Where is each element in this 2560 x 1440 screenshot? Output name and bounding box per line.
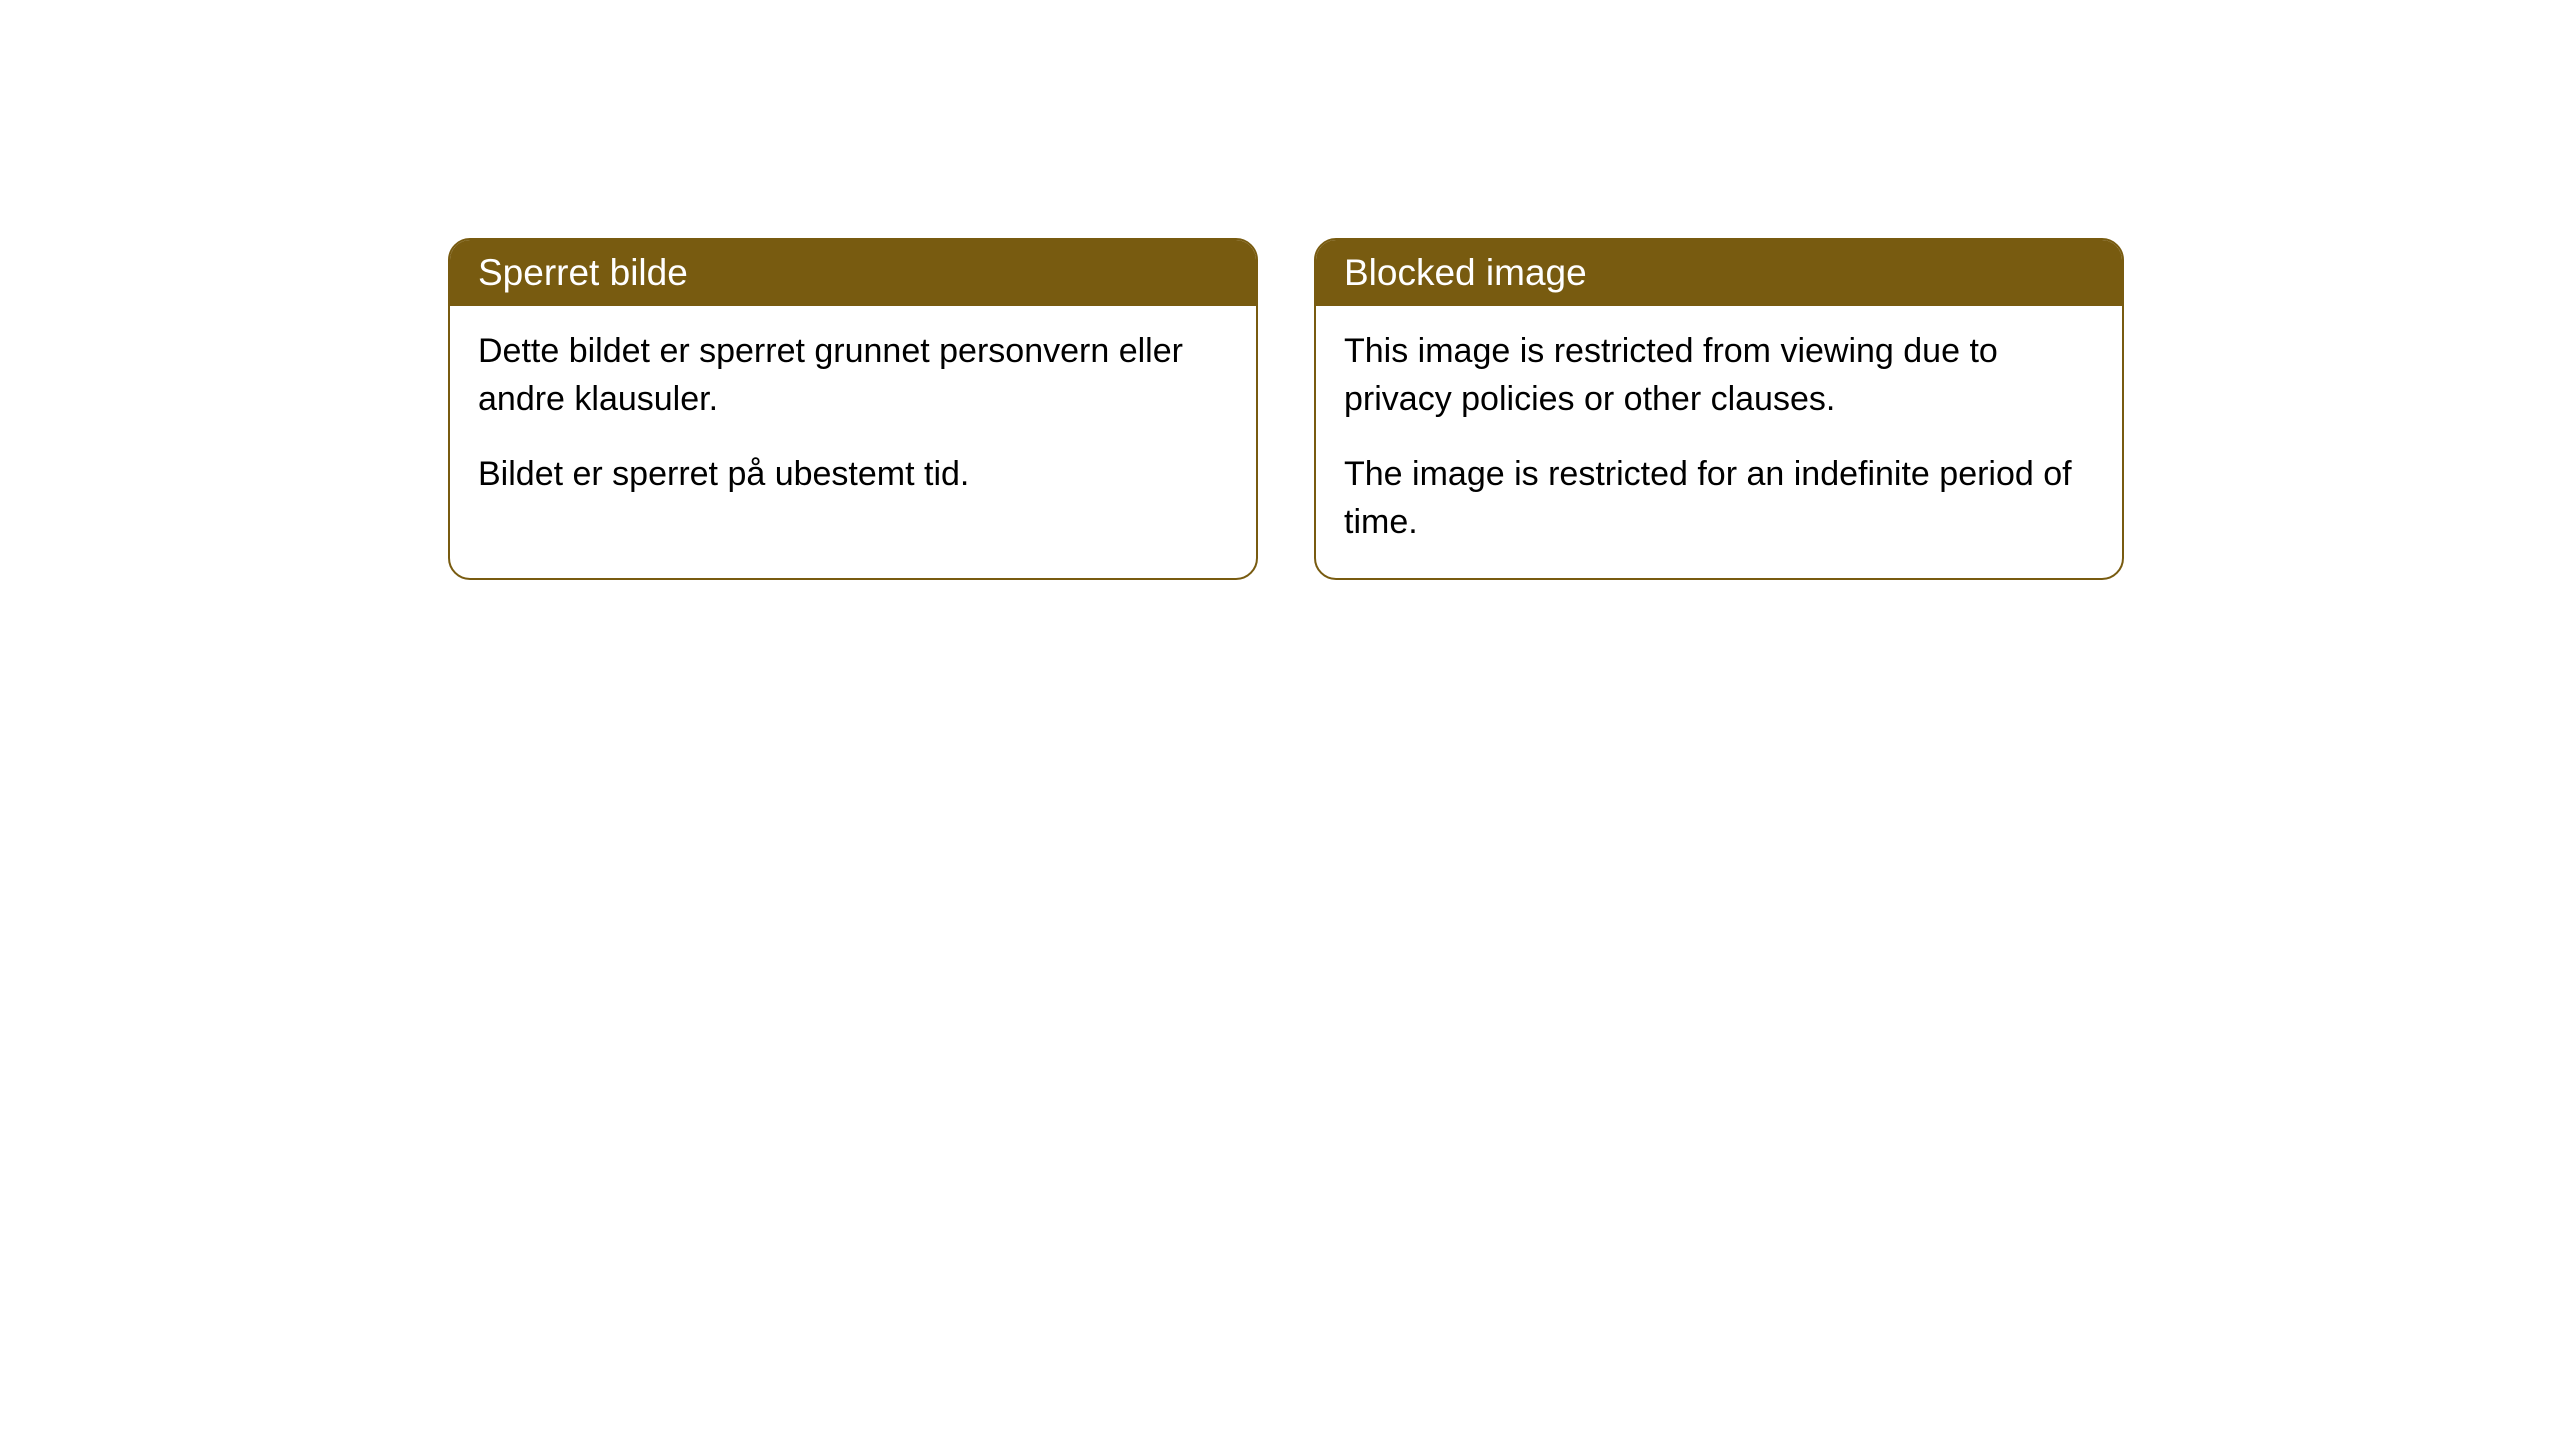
card-header-english: Blocked image: [1316, 240, 2122, 306]
card-body-english: This image is restricted from viewing du…: [1316, 306, 2122, 578]
card-english: Blocked image This image is restricted f…: [1314, 238, 2124, 580]
card-text-1: This image is restricted from viewing du…: [1344, 328, 2094, 423]
card-text-2: Bildet er sperret på ubestemt tid.: [478, 451, 1228, 499]
card-text-1: Dette bildet er sperret grunnet personve…: [478, 328, 1228, 423]
card-text-2: The image is restricted for an indefinit…: [1344, 451, 2094, 546]
card-body-norwegian: Dette bildet er sperret grunnet personve…: [450, 306, 1256, 531]
cards-container: Sperret bilde Dette bildet er sperret gr…: [448, 238, 2124, 580]
card-header-norwegian: Sperret bilde: [450, 240, 1256, 306]
card-norwegian: Sperret bilde Dette bildet er sperret gr…: [448, 238, 1258, 580]
